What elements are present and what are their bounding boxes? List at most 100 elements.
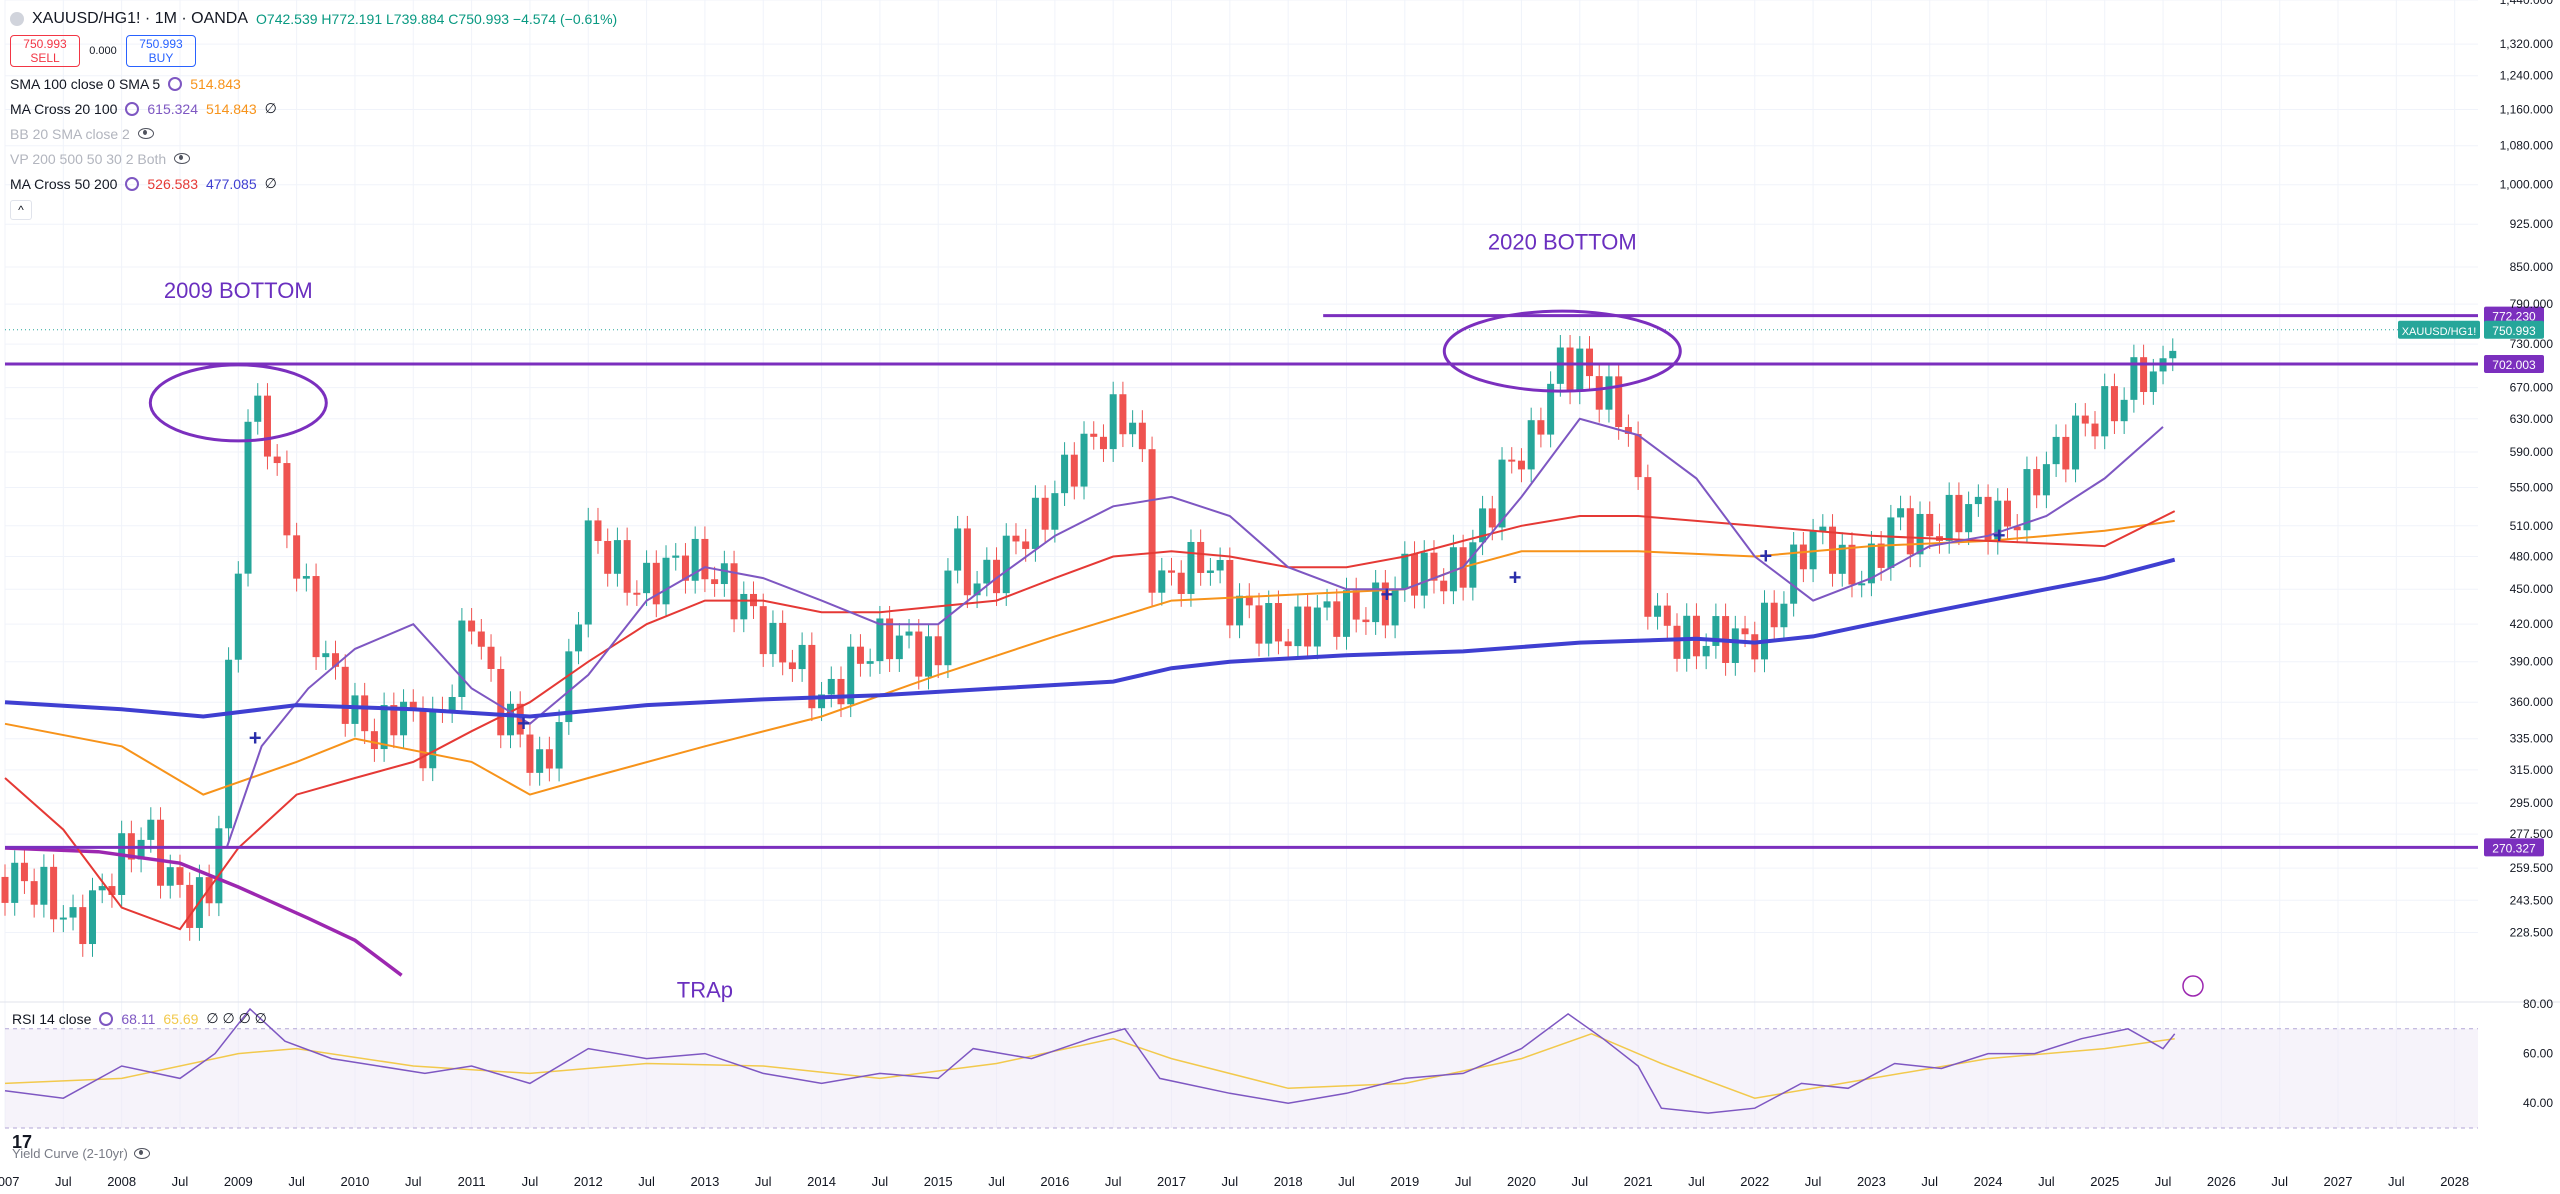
candle-body bbox=[1255, 605, 1263, 644]
candle-body bbox=[2042, 464, 2050, 496]
candle-body bbox=[565, 651, 573, 723]
candle-body bbox=[1, 876, 9, 903]
candle-body bbox=[1197, 541, 1205, 573]
time-axis-label: 2013 bbox=[690, 1174, 719, 1189]
indicator-v1: 615.324 bbox=[147, 100, 198, 117]
candle-body bbox=[662, 557, 670, 605]
eye-hidden-icon[interactable] bbox=[174, 153, 191, 164]
time-axis-label: Jul bbox=[172, 1174, 189, 1189]
indicator-name[interactable]: SMA 100 close 0 SMA 5 bbox=[10, 75, 161, 92]
time-axis-label: 2022 bbox=[1740, 1174, 1769, 1189]
settings-icon[interactable] bbox=[125, 101, 140, 116]
candle-body bbox=[2130, 357, 2138, 400]
candle-body bbox=[1206, 570, 1214, 573]
candle-body bbox=[50, 866, 58, 920]
time-axis-label: Jul bbox=[755, 1174, 772, 1189]
time-axis-label: 2010 bbox=[340, 1174, 369, 1189]
candle-body bbox=[458, 620, 466, 698]
candle-body bbox=[1449, 547, 1457, 592]
candle-body bbox=[798, 644, 806, 670]
time-axis-label: 2021 bbox=[1624, 1174, 1653, 1189]
indicator-name[interactable]: MA Cross 20 100 bbox=[10, 100, 118, 117]
buy-button[interactable]: 750.993 BUY bbox=[126, 35, 196, 67]
indicator-row[interactable]: SMA 100 close 0 SMA 5 514.843 bbox=[10, 71, 617, 96]
eye-hidden-icon[interactable] bbox=[133, 1148, 150, 1159]
candle-body bbox=[701, 538, 709, 580]
price-axis-label: 420.000 bbox=[2510, 617, 2554, 631]
indicator-name[interactable]: MA Cross 50 200 bbox=[10, 175, 118, 192]
candle-body bbox=[1002, 535, 1010, 594]
price-axis-label: 480.000 bbox=[2510, 550, 2554, 564]
price-axis-label: 1,320.000 bbox=[2500, 37, 2554, 51]
candle-body bbox=[1926, 513, 1934, 537]
candle-body bbox=[244, 421, 252, 574]
candle-body bbox=[1498, 459, 1506, 528]
candle-body bbox=[448, 697, 456, 711]
candle-body bbox=[934, 636, 942, 666]
collapse-legend-button[interactable]: ^ bbox=[10, 200, 32, 220]
candle-body bbox=[429, 709, 437, 769]
time-axis-label: 2020 bbox=[1507, 1174, 1536, 1189]
settings-icon[interactable] bbox=[99, 1011, 114, 1026]
yield-curve-name[interactable]: Yield Curve (2-10yr) bbox=[12, 1146, 128, 1161]
candle-body bbox=[730, 563, 738, 620]
annotation-ellipse bbox=[1442, 309, 1682, 393]
candle-body bbox=[98, 886, 106, 891]
ohlc-values: O742.539 H772.191 L739.884 C750.993 −4.5… bbox=[256, 10, 618, 27]
candle-body bbox=[147, 819, 155, 840]
candle-body bbox=[1372, 582, 1380, 623]
candle-body bbox=[526, 734, 534, 773]
candle-body bbox=[1411, 553, 1419, 596]
indicator-row[interactable]: MA Cross 50 200 526.583 477.085 ∅ bbox=[10, 171, 617, 196]
time-axis-label: Jul bbox=[1338, 1174, 1355, 1189]
indicator-name[interactable]: BB 20 SMA close 2 bbox=[10, 125, 130, 142]
candle-body bbox=[2023, 469, 2031, 531]
candle-body bbox=[1634, 433, 1642, 478]
candle-body bbox=[1858, 583, 1866, 586]
candle-body bbox=[2149, 371, 2157, 393]
time-axis-label: Jul bbox=[988, 1174, 1005, 1189]
symbol-title[interactable]: XAUUSD/HG1! · 1M · OANDA bbox=[32, 9, 249, 27]
time-axis-label: Jul bbox=[1805, 1174, 1822, 1189]
candle-body bbox=[837, 678, 845, 705]
candle-body bbox=[1381, 582, 1389, 626]
cross-marker: + bbox=[1993, 523, 2006, 548]
candle-body bbox=[1284, 641, 1292, 647]
candle-body bbox=[1595, 376, 1603, 410]
indicator-v1: 514.843 bbox=[190, 75, 241, 92]
candle-body bbox=[40, 866, 48, 905]
price-axis-label: 1,080.000 bbox=[2500, 139, 2554, 153]
candle-body bbox=[506, 703, 514, 736]
time-axis-label: 2007 bbox=[0, 1174, 19, 1189]
indicator-row[interactable]: VP 200 500 50 30 2 Both bbox=[10, 146, 617, 171]
candle-body bbox=[1838, 544, 1846, 574]
candle-body bbox=[361, 695, 369, 732]
tradingview-logo[interactable]: 17 bbox=[12, 1132, 33, 1152]
rsi-value: 68.11 bbox=[121, 1010, 156, 1027]
price-axis-label: 850.000 bbox=[2510, 260, 2554, 274]
candle-body bbox=[1760, 602, 1768, 660]
candle-body bbox=[302, 576, 310, 579]
candle-body bbox=[1517, 460, 1525, 470]
ma20-line bbox=[225, 417, 2164, 849]
buy-price: 750.993 bbox=[139, 37, 183, 51]
candle-body bbox=[419, 708, 427, 769]
indicator-row[interactable]: BB 20 SMA close 2 bbox=[10, 121, 617, 146]
price-axis-label: 1,160.000 bbox=[2500, 103, 2554, 117]
candle-body bbox=[866, 661, 874, 664]
indicator-row[interactable]: MA Cross 20 100 615.324 514.843 ∅ bbox=[10, 96, 617, 121]
rsi-name[interactable]: RSI 14 close bbox=[12, 1010, 92, 1027]
candle-body bbox=[1109, 394, 1117, 450]
candle-body bbox=[1586, 348, 1594, 377]
alert-bolt-icon bbox=[2182, 975, 2204, 997]
candle-body bbox=[1119, 394, 1127, 435]
candle-body bbox=[643, 562, 651, 594]
eye-hidden-icon[interactable] bbox=[137, 128, 154, 139]
sell-button[interactable]: 750.993 SELL bbox=[10, 35, 80, 67]
candle-body bbox=[1479, 508, 1487, 543]
indicator-name[interactable]: VP 200 500 50 30 2 Both bbox=[10, 150, 167, 167]
settings-icon[interactable] bbox=[125, 176, 140, 191]
candle-body bbox=[225, 659, 233, 829]
settings-icon[interactable] bbox=[168, 76, 183, 91]
